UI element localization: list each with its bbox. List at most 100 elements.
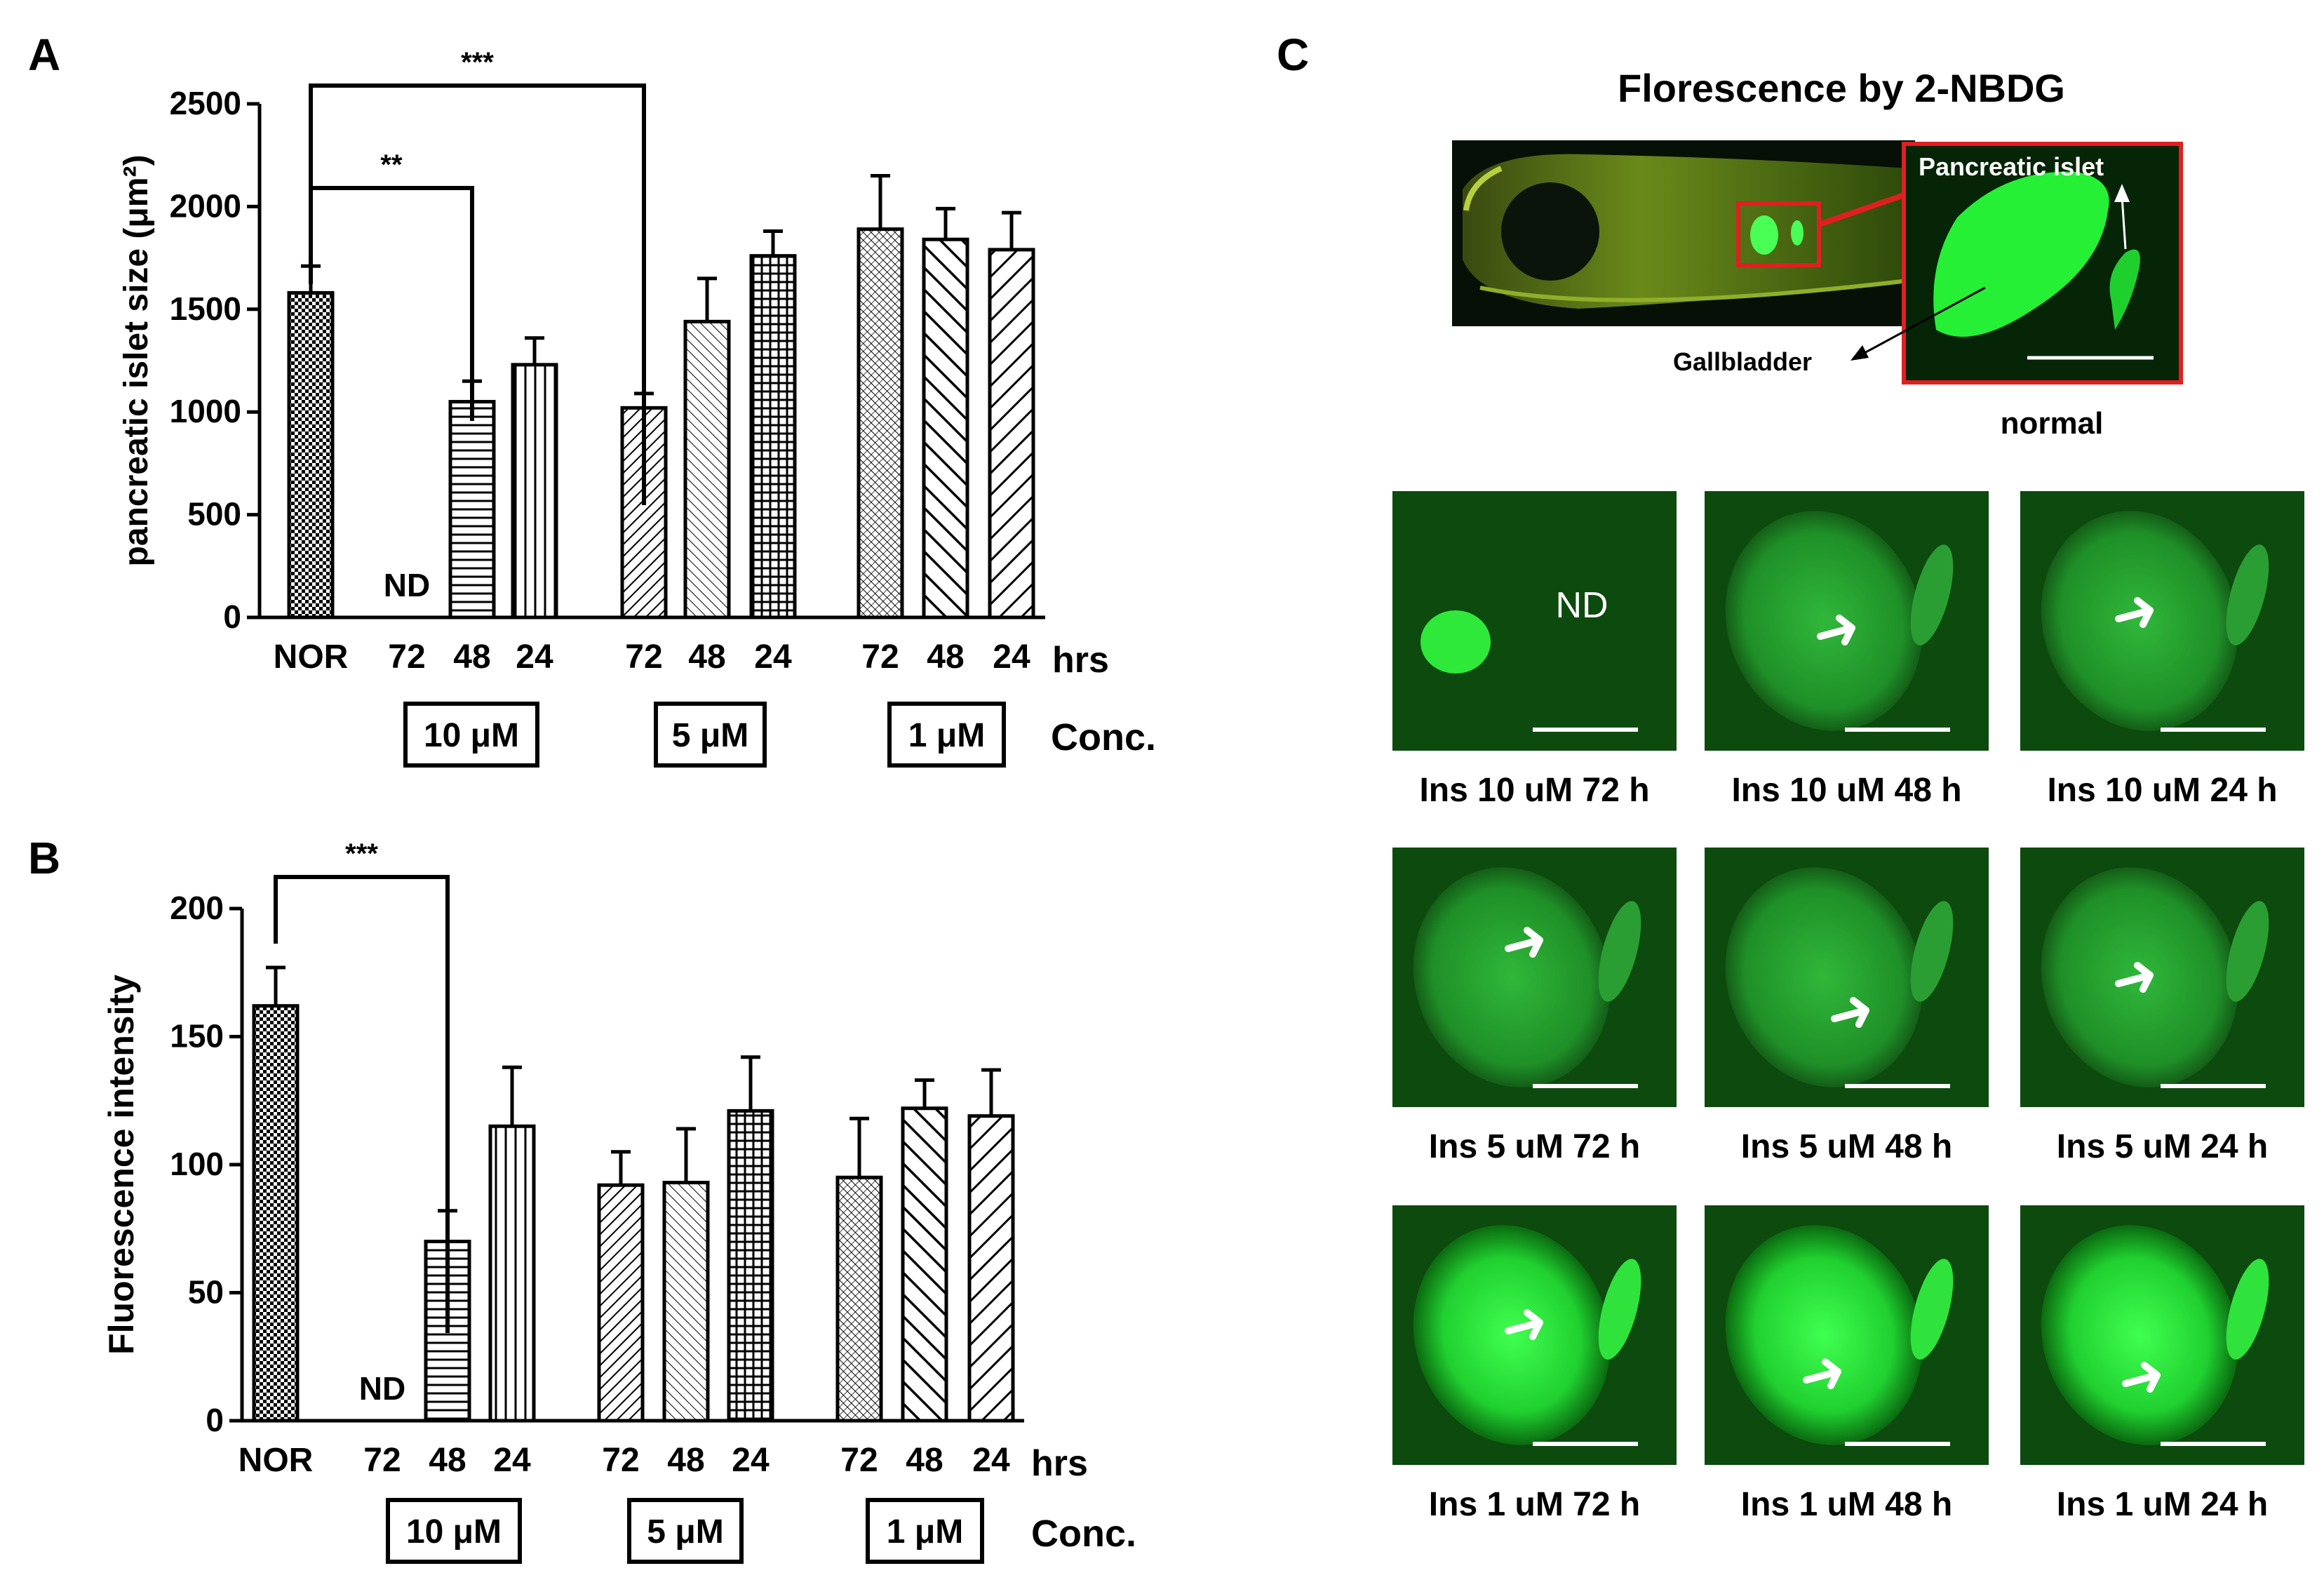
- significance-label: ***: [461, 47, 494, 78]
- group-label: 10 μM: [424, 717, 519, 754]
- bar: [901, 1106, 948, 1423]
- arrow-icon: [1817, 615, 1855, 645]
- gallbladder-blob: [1725, 867, 1923, 1087]
- gallbladder-label: Gallbladder: [1673, 347, 1812, 376]
- x-tick-label: 24: [754, 638, 792, 676]
- y-tick-label: 200: [170, 890, 224, 926]
- x-tick-label: 72: [388, 638, 425, 676]
- y-tick-label: 1000: [170, 393, 241, 429]
- significance-bracket: [309, 186, 474, 421]
- group-box: [386, 1498, 522, 1564]
- group-label: 1 μM: [887, 1513, 963, 1551]
- arrow-icon: [2122, 1362, 2161, 1393]
- bar: [967, 1114, 1015, 1423]
- y-tick-label: 1500: [170, 290, 241, 327]
- micrograph-caption: Ins 5 uM 24 h: [2057, 1128, 2268, 1165]
- nd-label: ND: [384, 567, 430, 603]
- bar: [448, 400, 496, 620]
- group-label: 1 μM: [908, 717, 985, 754]
- x-tick-label: NOR: [274, 638, 349, 676]
- significance-label: ***: [345, 838, 378, 869]
- x-tick-label: 48: [667, 1442, 704, 1479]
- arrow-icon: [2115, 962, 2154, 993]
- micrograph: Ins 10 uM 24 h: [2020, 491, 2304, 809]
- group-box: [627, 1498, 744, 1564]
- islet-blob: [1598, 901, 1641, 1002]
- micrograph: Ins 1 uM 48 h: [1705, 1205, 1989, 1523]
- bar: [922, 237, 969, 620]
- panel-label-b: B: [28, 833, 60, 883]
- y-tick-label: 0: [206, 1402, 224, 1438]
- islet-label: Pancreatic islet: [1919, 152, 2104, 181]
- x-tick-label: 72: [602, 1442, 639, 1479]
- x-unit-label: hrs: [1031, 1443, 1088, 1484]
- group-label: 5 μM: [672, 717, 748, 754]
- x-tick-label: 24: [732, 1442, 770, 1479]
- islet-blob: [2226, 544, 2269, 645]
- panel-label-c: C: [1277, 29, 1309, 80]
- significance-label: **: [380, 149, 403, 180]
- islet-blob: [1598, 1259, 1641, 1360]
- bar: [727, 1109, 774, 1423]
- micrograph: ND Ins 10 uM 72 h: [1392, 491, 1677, 809]
- x-unit-label: hrs: [1052, 640, 1109, 681]
- x-tick-label: 24: [972, 1442, 1010, 1479]
- group-label: 5 μM: [647, 1513, 723, 1551]
- panel-c-title: Florescence by 2-NBDG: [1618, 66, 2065, 110]
- bar: [988, 248, 1035, 620]
- bar: [511, 363, 558, 620]
- arrow-icon: [1803, 1358, 1841, 1389]
- group-box: [654, 702, 767, 768]
- zoom-inset: Pancreatic islet: [1902, 142, 2183, 384]
- gallbladder-blob: [1413, 867, 1611, 1087]
- micrograph: Ins 10 uM 48 h: [1705, 491, 1989, 809]
- gallbladder-blob: [1413, 1225, 1611, 1445]
- group-box: [866, 1498, 984, 1564]
- y-axis-label: Fluorescence intensity: [102, 975, 141, 1355]
- y-tick-label: 100: [170, 1146, 224, 1182]
- y-tick-label: 2000: [170, 187, 241, 224]
- micrograph-caption: Ins 5 uM 72 h: [1429, 1128, 1640, 1165]
- bar: [287, 290, 335, 620]
- x-tick-label: 48: [688, 638, 725, 676]
- micrograph: Ins 5 uM 48 h: [1705, 848, 1989, 1165]
- y-tick-label: 0: [223, 598, 241, 635]
- micrograph-caption: Ins 10 uM 48 h: [1731, 772, 1961, 809]
- x-tick-label: NOR: [239, 1442, 314, 1479]
- bar: [488, 1124, 536, 1423]
- bar: [835, 1175, 883, 1423]
- y-tick-label: 150: [170, 1018, 224, 1054]
- chart-b: 0 50 100 150 200 Fluorescence intensity NOR 72 N…: [102, 838, 1136, 1564]
- x-tick-label: 72: [840, 1442, 878, 1479]
- bar: [597, 1183, 645, 1423]
- islet-blob: [1910, 544, 1954, 645]
- bar: [662, 1181, 710, 1423]
- x-tick-label: 24: [516, 638, 553, 676]
- micrograph-caption: Ins 1 uM 24 h: [2057, 1486, 2268, 1523]
- x-tick-label: 72: [861, 638, 899, 676]
- x-tick-label: 24: [493, 1442, 531, 1479]
- bar: [857, 227, 904, 620]
- x-tick-label: 24: [993, 638, 1030, 676]
- y-tick-label: 50: [188, 1274, 224, 1311]
- bar: [620, 406, 668, 620]
- x-tick-label: 48: [429, 1442, 466, 1479]
- arrow-icon: [1831, 997, 1869, 1028]
- bar: [683, 319, 731, 620]
- islet-blob: [2226, 901, 2269, 1002]
- micrograph-caption: Ins 10 uM 72 h: [1419, 772, 1649, 809]
- y-tick-label: 500: [187, 496, 241, 533]
- micrograph: Ins 1 uM 24 h: [2020, 1205, 2304, 1523]
- arrow-icon: [1505, 1309, 1543, 1340]
- islet-blob: [1910, 901, 1954, 1002]
- group-label: 10 μM: [406, 1513, 502, 1551]
- arrow-icon: [2115, 597, 2154, 628]
- conc-label: Conc.: [1051, 716, 1156, 758]
- micrograph-grid: ND Ins 10 uM 72 h Ins 10 uM 48 h Ins 10 uM …: [1392, 491, 2304, 1523]
- significance-bracket: [309, 83, 646, 505]
- group-box: [887, 702, 1006, 768]
- x-tick-label: 48: [927, 638, 964, 676]
- micrograph-caption: Ins 1 uM 72 h: [1429, 1486, 1640, 1523]
- islet-blob: [2226, 1259, 2269, 1360]
- bar: [252, 1004, 300, 1423]
